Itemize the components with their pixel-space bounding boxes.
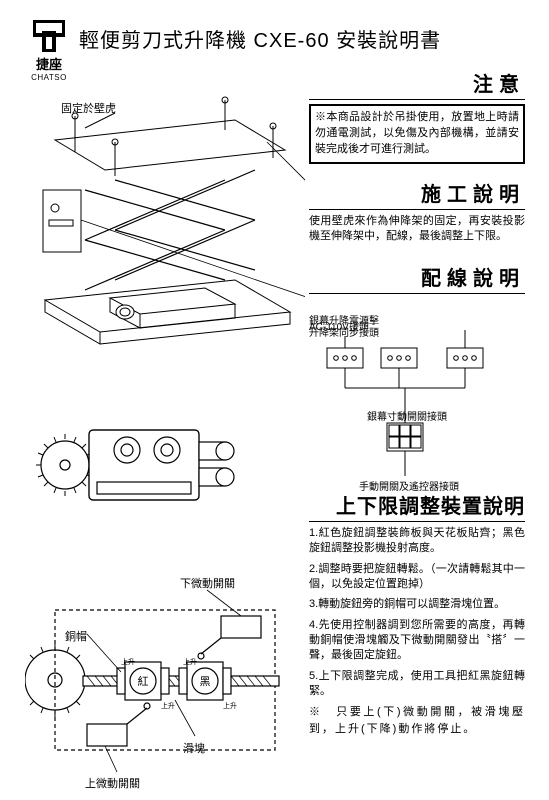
figure-scissor-lift <box>25 80 305 360</box>
limit-footnote: ※ 只要上(下)微動開關，被滑塊壓到，上升(下降)動作將停止。 <box>309 704 525 737</box>
logo-icon <box>33 20 65 52</box>
limit-item-1: 1.紅色旋鈕調整裝飾板與天花板貼齊；黑色旋鈕調整投影機投射高度。 <box>309 526 525 556</box>
connector-top-left <box>327 348 363 368</box>
limit-heading: 上下限調整裝置說明 <box>309 490 525 519</box>
construction-text: 使用壁虎來作為伸降架的固定，再安裝投影機至伸降架中，配線，最後調整上下限。 <box>309 214 525 245</box>
micro-switch-up <box>87 703 150 746</box>
svg-text:紅: 紅 <box>138 675 149 688</box>
caution-heading: 注意 <box>309 68 525 97</box>
page-title: 輕便剪刀式升降機 CXE-60 安裝說明書 <box>79 20 441 53</box>
svg-text:上升: 上升 <box>121 657 135 666</box>
wiring-heading: 配線說明 <box>309 262 525 291</box>
svg-text:黑: 黑 <box>200 675 211 688</box>
main-drawings: 固定於壁虎 <box>25 80 305 780</box>
svg-text:上升: 上升 <box>223 701 237 710</box>
limit-item-4: 4.先使用控制器調到您所需要的高度，再轉動銅帽使滑塊觸及下微動開關發出〝搭〞一聲… <box>309 618 525 663</box>
figure-limit-mechanism: 紅 黑 上升 上升 上升 上升 <box>25 580 295 800</box>
connector-top-mid <box>381 348 417 368</box>
connector-top-right <box>447 348 483 368</box>
caution-box: ※本商品設計於吊掛使用，放置地上時請勿通電測試，以免傷及內部機構，並請安裝完成後… <box>309 104 525 164</box>
micro-switch-down <box>198 616 261 659</box>
svg-text:上升: 上升 <box>183 657 197 666</box>
limit-list: 1.紅色旋鈕調整裝飾板與天花板貼齊；黑色旋鈕調整投影機投射高度。 2.調整時要把… <box>309 526 525 698</box>
wiring-diagram: 銀幕升降電源擊 升降架同步接頭 AC-110V接頭 銀幕寸動開關接頭 手動開關及… <box>309 288 525 493</box>
caution-section: 注意 ※本商品設計於吊掛使用，放置地上時請勿通電測試，以免傷及內部機構，並請安裝… <box>309 68 525 164</box>
brand-zh: 捷座 <box>25 54 73 73</box>
slider-black: 黑 <box>179 662 231 700</box>
logo: 捷座 CHATSO <box>25 20 73 82</box>
limit-item-3: 3.轉動旋鈕旁的銅帽可以調整滑塊位置。 <box>309 597 525 612</box>
svg-text:上升: 上升 <box>161 701 175 710</box>
connector-mid <box>387 423 423 451</box>
limit-section: 上下限調整裝置說明 1.紅色旋鈕調整裝飾板與天花板貼齊；黑色旋鈕調整投影機投射高… <box>309 490 525 737</box>
construction-heading: 施工說明 <box>309 178 525 207</box>
construction-section: 施工說明 使用壁虎來作為伸降架的固定，再安裝投影機至伸降架中，配線，最後調整上下… <box>309 178 525 245</box>
limit-item-5: 5.上下限調整完成，使用工具把紅黑旋鈕轉緊。 <box>309 669 525 699</box>
slider-red: 紅 <box>117 662 169 700</box>
figure-motor <box>35 390 295 520</box>
limit-item-2: 2.調整時要把旋鈕轉鬆。（一次請轉鬆其中一個，以免設定位置跑掉） <box>309 562 525 592</box>
